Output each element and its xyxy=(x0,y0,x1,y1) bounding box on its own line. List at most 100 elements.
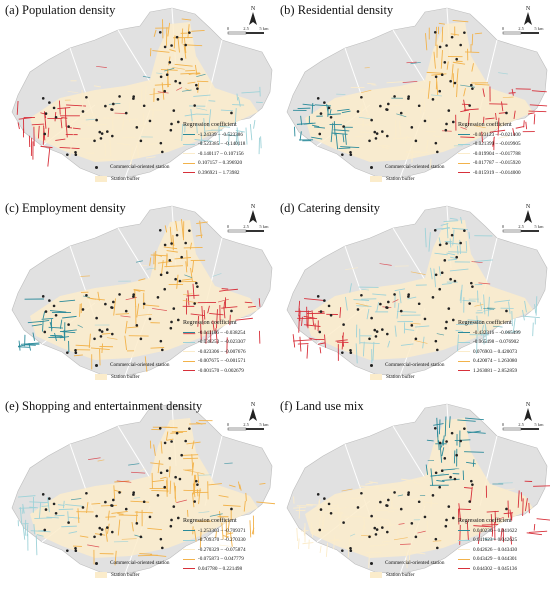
road-segment xyxy=(165,431,169,441)
road-segment xyxy=(366,308,370,320)
road-segment xyxy=(386,81,404,84)
station-point xyxy=(450,233,454,237)
road-segment xyxy=(468,232,471,239)
road-segment xyxy=(470,486,473,503)
road-segment xyxy=(483,309,493,312)
station-point xyxy=(163,485,167,489)
road-segment xyxy=(130,500,150,503)
road-segment xyxy=(360,105,363,118)
scale-bar-label: 0 xyxy=(227,26,230,31)
road-segment xyxy=(190,313,205,316)
legend-item: -0.023123 – -0.021400 xyxy=(458,130,548,140)
road-segment xyxy=(466,520,469,540)
station-point xyxy=(386,332,389,336)
road-segment xyxy=(497,117,500,136)
station-point xyxy=(341,153,344,156)
road-segment xyxy=(46,516,59,519)
road-segment xyxy=(232,104,245,106)
station-point xyxy=(148,515,152,519)
road-segment xyxy=(153,444,156,456)
station-point xyxy=(374,335,378,338)
road-segment xyxy=(258,298,261,307)
station-point xyxy=(341,351,344,354)
road-segment xyxy=(411,498,423,501)
road-segment xyxy=(447,258,457,261)
road-segment xyxy=(405,552,408,569)
road-segment xyxy=(382,540,392,543)
road-segment xyxy=(236,93,239,101)
road-segment xyxy=(16,100,19,115)
road-segment xyxy=(451,64,454,80)
scale-bar: 0 2.5 5 km xyxy=(227,224,269,233)
station-point xyxy=(445,320,448,324)
road-segment xyxy=(205,331,207,344)
station-point xyxy=(195,83,198,87)
station-point xyxy=(375,330,379,333)
road-segment xyxy=(41,317,54,320)
station-point xyxy=(505,309,508,313)
station-point xyxy=(417,302,421,306)
scale-bar-label: 5 km xyxy=(259,422,269,427)
station-point xyxy=(447,307,451,310)
road-segment xyxy=(196,221,208,224)
road-segment xyxy=(398,523,405,525)
road-segment xyxy=(156,72,163,74)
buffer-legend: Station buffer xyxy=(370,176,415,182)
road-segment xyxy=(338,147,351,150)
road-segment xyxy=(31,324,42,327)
road-segment xyxy=(341,488,353,492)
station-point xyxy=(100,528,104,531)
road-segment xyxy=(121,538,137,540)
road-segment xyxy=(340,146,360,148)
legend-swatch xyxy=(183,153,195,155)
road-segment xyxy=(448,416,451,428)
road-segment xyxy=(494,299,511,303)
district-boundary xyxy=(117,425,151,479)
legend-item: -0.709370 – -0.270330 xyxy=(183,536,273,546)
road-segment xyxy=(114,550,117,566)
station-point xyxy=(387,498,390,502)
road-segment xyxy=(203,118,206,137)
road-segment xyxy=(219,544,233,547)
road-segment xyxy=(88,457,101,460)
road-segment xyxy=(160,476,167,480)
road-segment xyxy=(478,282,491,285)
station-point xyxy=(438,243,442,247)
road-segment xyxy=(528,110,547,113)
road-segment xyxy=(139,468,146,472)
station-point xyxy=(356,110,360,113)
station-point xyxy=(99,533,103,536)
road-segment xyxy=(236,127,239,146)
road-segment xyxy=(131,471,146,474)
legend-swatch xyxy=(458,351,470,353)
road-segment xyxy=(452,19,469,23)
station-point xyxy=(93,337,96,341)
station-point xyxy=(124,507,128,511)
station-point xyxy=(443,259,447,262)
station-point xyxy=(44,310,48,313)
road-segment xyxy=(356,305,372,307)
road-segment xyxy=(449,238,452,248)
station-point xyxy=(159,471,163,475)
legend-label: 0.107157 – 0.396920 xyxy=(198,160,243,167)
road-segment xyxy=(75,344,91,347)
station-point xyxy=(159,273,163,277)
legend-swatch xyxy=(183,549,195,551)
road-segment xyxy=(29,501,49,504)
station-point xyxy=(54,511,58,515)
road-segment xyxy=(474,303,484,307)
road-segment xyxy=(366,111,370,118)
road-segment xyxy=(408,548,411,563)
road-segment xyxy=(44,111,47,129)
road-segment xyxy=(116,480,132,483)
station-point xyxy=(449,79,452,83)
road-segment xyxy=(142,75,151,79)
road-segment xyxy=(379,489,396,492)
legend-label: -0.007675 – -0.001571 xyxy=(198,358,246,365)
legend-item: -0.017787 – -0.015920 xyxy=(458,159,548,169)
station-point xyxy=(163,89,167,93)
road-segment xyxy=(174,63,193,67)
road-segment xyxy=(198,488,201,505)
road-segment xyxy=(161,82,165,100)
road-segment xyxy=(239,484,242,491)
